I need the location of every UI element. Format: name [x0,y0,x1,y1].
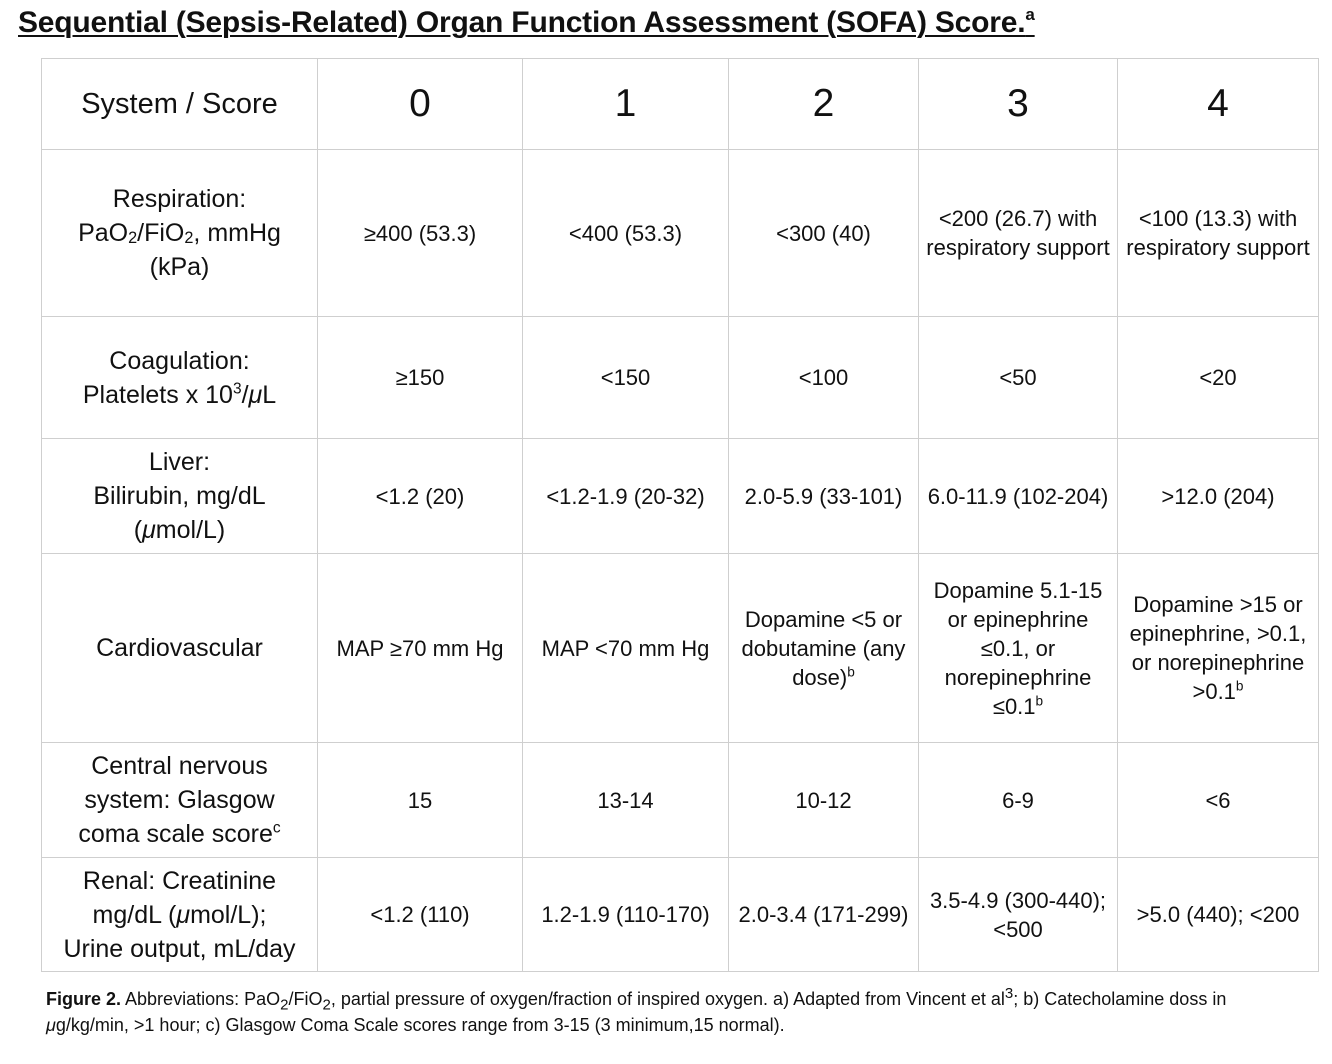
title-footnote-marker: a [1025,5,1035,24]
value-cell: <20 [1117,316,1319,439]
system-line: PaO2/FiO2, mmHg [78,219,281,247]
sofa-score-table: System / Score 0 1 2 3 4 Respiration: Pa… [41,58,1319,972]
value-cell: <1.2 (20) [317,438,523,554]
value-cell: <100 (13.3) with respiratory support [1117,149,1319,317]
table-row-respiration: Respiration: PaO2/FiO2, mmHg (kPa) ≥400 … [41,149,1319,317]
system-line: Urine output, mL/day [63,934,296,963]
system-line: Respiration: [112,185,247,213]
header-score-2: 2 [728,58,919,150]
table-row-coagulation: Coagulation: Platelets x 103/μL ≥150 <15… [41,316,1319,439]
value-cell: Dopamine >15 or epinephrine, >0.1, or no… [1117,553,1319,743]
table-row-renal: Renal: Creatinine mg/dL (μmol/L); Urine … [41,857,1319,972]
table-header-row: System / Score 0 1 2 3 4 [41,58,1319,150]
page-title: Sequential (Sepsis-Related) Organ Functi… [18,6,1035,40]
system-line: Platelets x 103/μL [82,380,277,409]
table-row-cns: Central nervous system: Glasgow coma sca… [41,742,1319,858]
system-cell-cardiovascular: Cardiovascular [41,553,318,743]
header-score-3: 3 [918,58,1118,150]
system-line: coma scale scorec [78,819,281,848]
value-cell: >12.0 (204) [1117,438,1319,554]
value-cell: MAP <70 mm Hg [522,553,729,743]
value-cell: <1.2 (110) [317,857,523,972]
value-cell: <400 (53.3) [522,149,729,317]
value-cell: ≥150 [317,316,523,439]
value-cell: 1.2-1.9 (110-170) [522,857,729,972]
system-line: system: Glasgow [84,786,275,814]
value-cell: <6 [1117,742,1319,858]
value-cell: >5.0 (440); <200 [1117,857,1319,972]
caption-text: Abbreviations: PaO2/FiO2, partial pressu… [46,985,1227,1035]
system-cell-cns: Central nervous system: Glasgow coma sca… [41,742,318,858]
value-cell: <300 (40) [728,149,919,317]
header-score-1: 1 [522,58,729,150]
figure-caption: Figure 2. Abbreviations: PaO2/FiO2, part… [46,986,1306,1038]
system-cell-renal: Renal: Creatinine mg/dL (μmol/L); Urine … [41,857,318,972]
title-text: Sequential (Sepsis-Related) Organ Functi… [18,6,1026,39]
system-cell-respiration: Respiration: PaO2/FiO2, mmHg (kPa) [41,149,318,317]
table-row-cardiovascular: Cardiovascular MAP ≥70 mm Hg MAP <70 mm … [41,553,1319,743]
value-cell: 3.5-4.9 (300-440); <500 [918,857,1118,972]
value-cell: 10-12 [728,742,919,858]
system-line: (μmol/L) [133,516,226,544]
system-line: Central nervous [91,752,268,780]
system-cell-liver: Liver: Bilirubin, mg/dL (μmol/L) [41,438,318,554]
system-line: (kPa) [149,253,210,281]
value-cell: <200 (26.7) with respiratory support [918,149,1118,317]
value-cell: <150 [522,316,729,439]
value-cell: 2.0-3.4 (171-299) [728,857,919,972]
system-cell-coagulation: Coagulation: Platelets x 103/μL [41,316,318,439]
value-cell: <1.2-1.9 (20-32) [522,438,729,554]
value-cell: 15 [317,742,523,858]
system-line: Renal: Creatinine [82,866,277,895]
value-cell: 13-14 [522,742,729,858]
value-cell: Dopamine <5 or dobutamine (any dose)b [728,553,919,743]
table-row-liver: Liver: Bilirubin, mg/dL (μmol/L) <1.2 (2… [41,438,1319,554]
header-system-score: System / Score [41,58,318,150]
system-line: mg/dL (μmol/L); [92,900,267,929]
system-line: Coagulation: [109,346,250,375]
header-score-4: 4 [1117,58,1319,150]
value-cell: <100 [728,316,919,439]
system-line: Bilirubin, mg/dL [93,482,266,510]
caption-label: Figure 2. [46,989,122,1009]
value-cell: Dopamine 5.1-15 or epinephrine ≤0.1, or … [918,553,1118,743]
value-cell: ≥400 (53.3) [317,149,523,317]
header-score-0: 0 [317,58,523,150]
value-cell: <50 [918,316,1118,439]
value-cell: MAP ≥70 mm Hg [317,553,523,743]
system-line: Liver: [148,448,211,476]
value-cell: 6-9 [918,742,1118,858]
value-cell: 6.0-11.9 (102-204) [918,438,1118,554]
value-cell: 2.0-5.9 (33-101) [728,438,919,554]
